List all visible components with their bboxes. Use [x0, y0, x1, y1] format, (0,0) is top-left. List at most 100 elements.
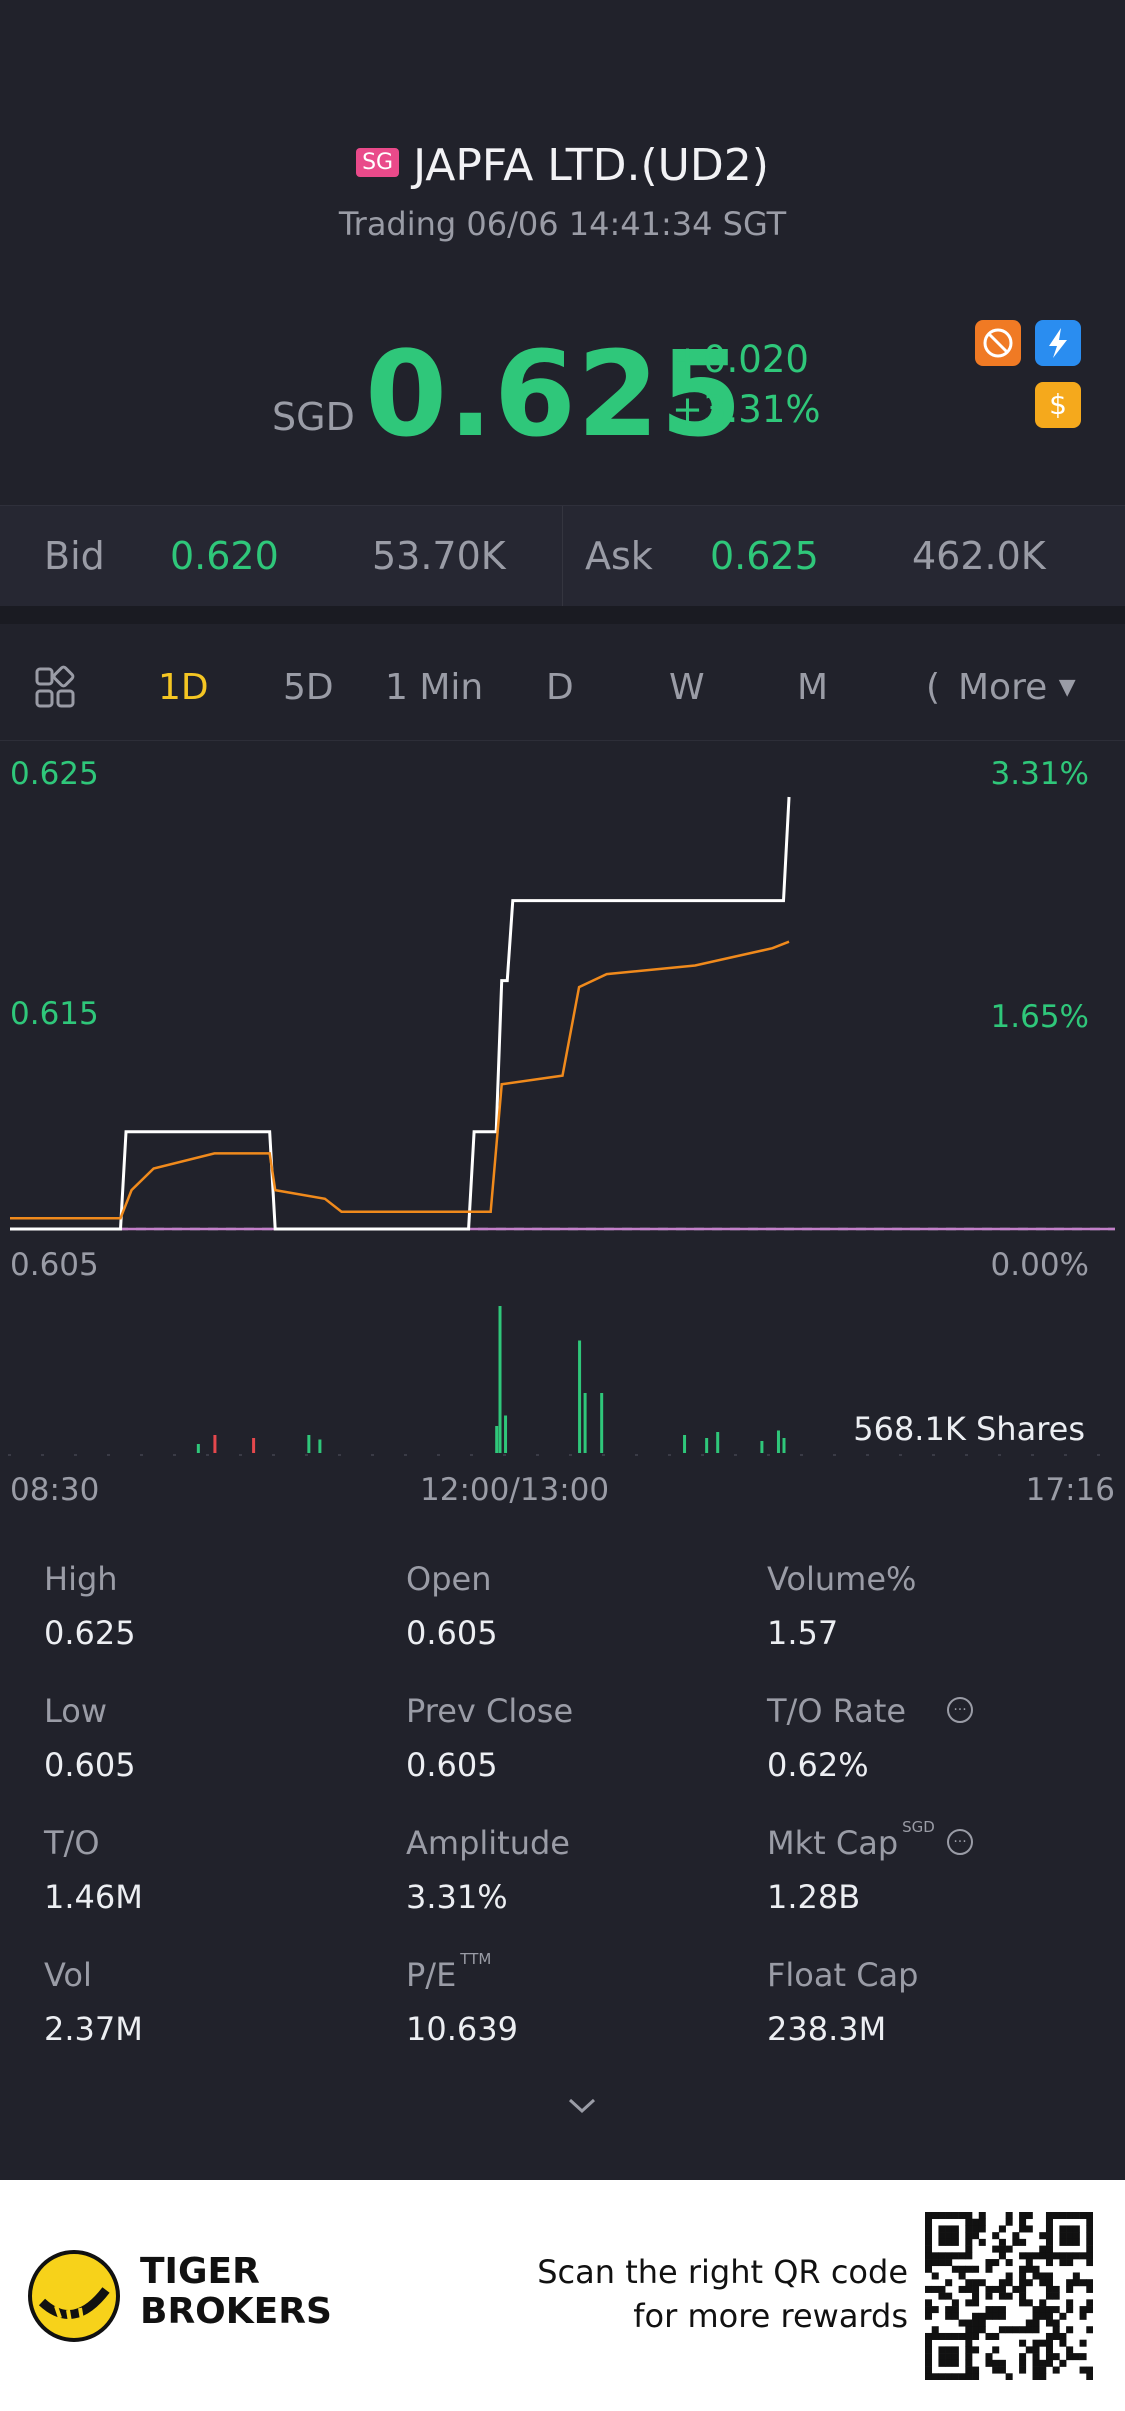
- qr-module: [972, 2285, 980, 2293]
- scan-line-2: for more rewards: [633, 2297, 908, 2335]
- qr-module: [1019, 2212, 1027, 2220]
- qr-module: [1079, 2212, 1087, 2220]
- layout-grid-icon[interactable]: [34, 665, 78, 715]
- qr-module: [958, 2285, 966, 2293]
- bid-ask-bar: Bid 0.620 53.70K Ask 0.625 462.0K: [0, 505, 1125, 607]
- qr-module: [951, 2373, 959, 2381]
- stat-value: 3.31%: [406, 1878, 508, 1916]
- qr-module: [978, 2225, 986, 2233]
- qr-module: [1012, 2285, 1020, 2293]
- qr-module: [945, 2252, 953, 2260]
- y-right-tick-mid: 1.65%: [990, 999, 1089, 1035]
- stat-label: High: [44, 1560, 118, 1598]
- tab-1d[interactable]: 1D: [158, 667, 209, 708]
- qr-module: [1025, 2326, 1033, 2334]
- tab-1min[interactable]: 1 Min: [385, 667, 484, 708]
- price-change-pct: +3.31%: [672, 388, 821, 431]
- qr-module: [925, 2299, 933, 2307]
- qr-module: [985, 2285, 993, 2293]
- tab-month[interactable]: M: [797, 667, 829, 708]
- qr-module: [965, 2346, 973, 2354]
- qr-module: [998, 2366, 1006, 2374]
- stat-label: Open: [406, 1560, 491, 1598]
- volume-bar: [498, 1306, 502, 1453]
- qr-module: [1086, 2366, 1094, 2374]
- stat-value: 0.605: [406, 1746, 498, 1784]
- qr-module: [985, 2265, 993, 2273]
- stat-label: T/O: [44, 1824, 100, 1862]
- qr-module: [958, 2332, 966, 2340]
- qr-module: [1032, 2252, 1040, 2260]
- qr-module: [985, 2312, 993, 2320]
- qr-module: [1066, 2252, 1074, 2260]
- qr-module: [938, 2285, 946, 2293]
- stat-value: 2.37M: [44, 2010, 143, 2048]
- qr-module: [925, 2212, 933, 2220]
- qr-module: [1039, 2339, 1047, 2347]
- volume-bar: [252, 1438, 256, 1453]
- stat-label: Float Cap: [767, 1956, 918, 1994]
- tab-more[interactable]: More ▼: [958, 667, 1076, 708]
- volume-bar: [705, 1438, 709, 1453]
- stat-value: 1.46M: [44, 1878, 143, 1916]
- y-right-tick-bottom: 0.00%: [990, 1247, 1089, 1283]
- qr-module: [992, 2346, 1000, 2354]
- lightning-icon[interactable]: [1035, 320, 1081, 366]
- qr-module: [925, 2225, 933, 2233]
- qr-module: [985, 2292, 993, 2300]
- qr-module: [1032, 2346, 1040, 2354]
- qr-module: [978, 2212, 986, 2220]
- qr-module: [1086, 2245, 1094, 2253]
- intraday-chart[interactable]: 0.625 0.615 0.605 3.31% 1.65% 0.00%: [0, 742, 1125, 1302]
- qr-module: [925, 2218, 933, 2226]
- qr-module: [1019, 2272, 1027, 2280]
- qr-module: [925, 2245, 933, 2253]
- qr-module: [992, 2366, 1000, 2374]
- qr-module: [931, 2285, 939, 2293]
- qr-module: [1039, 2279, 1047, 2287]
- qr-module: [1019, 2252, 1027, 2260]
- qr-module: [1052, 2285, 1060, 2293]
- volume-bar: [213, 1435, 217, 1453]
- qr-module: [1025, 2252, 1033, 2260]
- tab-day[interactable]: D: [546, 667, 574, 708]
- volume-bar: [583, 1393, 587, 1453]
- qr-module: [1045, 2279, 1053, 2287]
- qr-module: [998, 2245, 1006, 2253]
- brand-line-1: TIGER: [140, 2251, 260, 2292]
- qr-module: [965, 2353, 973, 2361]
- qr-module: [1072, 2353, 1080, 2361]
- qr-module: [965, 2212, 973, 2220]
- qr-module: [931, 2259, 939, 2267]
- stat-value: 0.605: [44, 1746, 136, 1784]
- tab-5d[interactable]: 5D: [283, 667, 334, 708]
- qr-module: [1066, 2299, 1074, 2307]
- stat-label-text: Mkt Cap: [767, 1824, 899, 1862]
- qr-module: [958, 2265, 966, 2273]
- qr-module: [1079, 2339, 1087, 2347]
- info-more-icon[interactable]: ···: [947, 1697, 973, 1723]
- no-short-icon[interactable]: [975, 320, 1021, 366]
- qr-module: [1005, 2218, 1013, 2226]
- qr-module: [951, 2359, 959, 2367]
- ask-price: 0.625: [710, 534, 819, 578]
- tab-truncated[interactable]: (: [926, 667, 941, 708]
- qr-module: [945, 2232, 953, 2240]
- qr-module: [1066, 2279, 1074, 2287]
- qr-module: [1052, 2306, 1060, 2314]
- qr-module: [945, 2312, 953, 2320]
- tiger-logo-icon: [28, 2250, 120, 2346]
- qr-module: [1045, 2238, 1053, 2246]
- qr-module: [985, 2359, 993, 2367]
- qr-module: [925, 2312, 933, 2320]
- volume-bar: [318, 1439, 322, 1453]
- qr-module: [1045, 2339, 1053, 2347]
- qr-module: [1039, 2272, 1047, 2280]
- qr-code-icon[interactable]: [925, 2212, 1094, 2384]
- expand-chevron-icon[interactable]: [565, 2095, 599, 2121]
- info-more-icon[interactable]: ···: [947, 1829, 973, 1855]
- tab-week[interactable]: W: [669, 667, 705, 708]
- qr-module: [945, 2292, 953, 2300]
- dollar-icon[interactable]: $: [1035, 382, 1081, 428]
- stat-label: Mkt Cap SGD: [767, 1818, 935, 1862]
